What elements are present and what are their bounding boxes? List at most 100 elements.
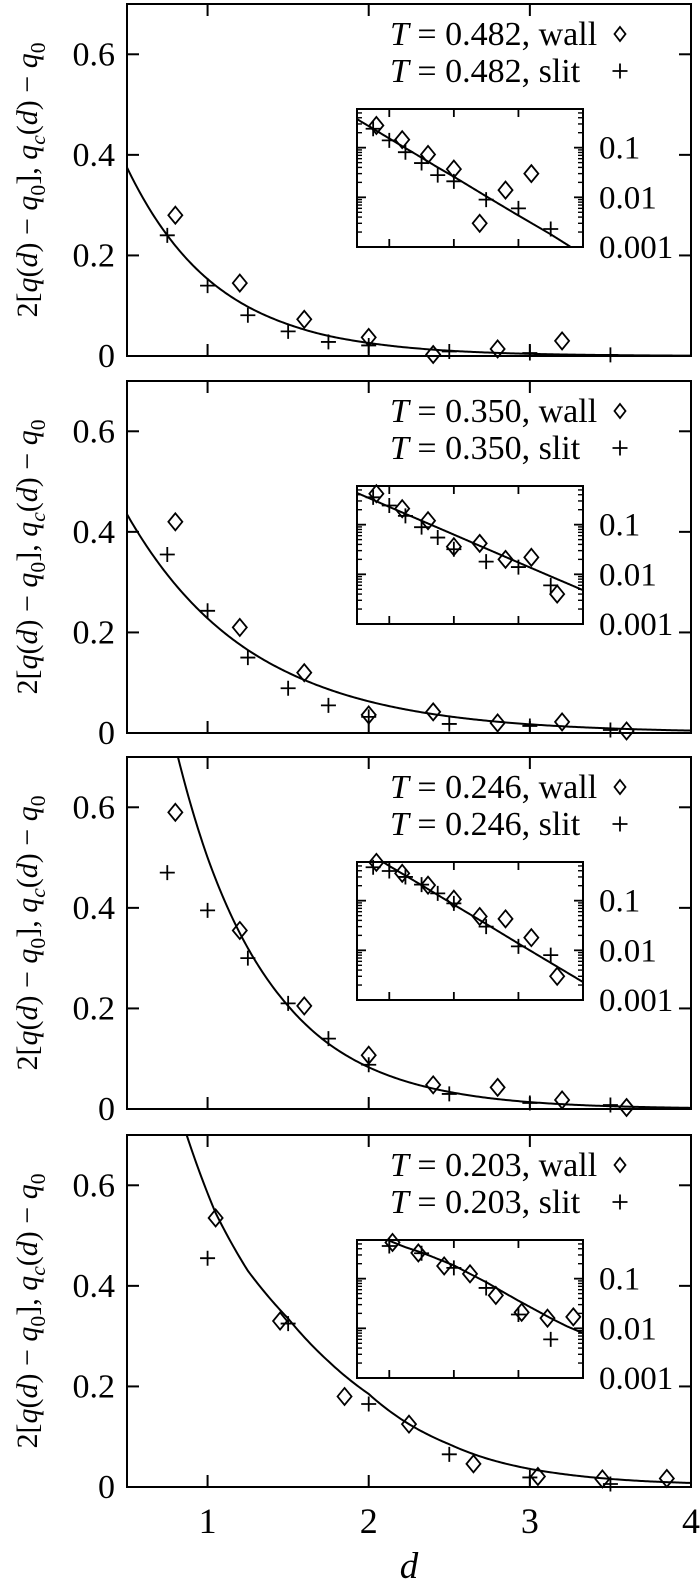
- slit-point: [522, 718, 538, 734]
- inset-slit-point: [365, 859, 381, 875]
- inset-slit-point: [446, 541, 462, 557]
- plot-frame: [126, 1134, 692, 1488]
- inset-plot: 0.1 0.01 0.001: [356, 852, 673, 1019]
- x-tick-label: 2: [360, 1501, 378, 1541]
- slit-point: [441, 1446, 457, 1462]
- legend-label: T = 0.482, slit: [390, 53, 581, 90]
- inset-plot: 0.1 0.01 0.001: [356, 1232, 673, 1397]
- y-tick-label: 0.4: [73, 137, 116, 174]
- slit-point: [602, 1097, 618, 1113]
- slit-point: [200, 603, 216, 619]
- wall-point: [489, 713, 506, 733]
- slit-point: [361, 337, 377, 353]
- inset-wall-point: [410, 1242, 427, 1263]
- inset-y-tick-label: 0.01: [599, 1311, 657, 1347]
- slit-point: [280, 323, 296, 339]
- y-tick-label: 0.2: [73, 1368, 116, 1405]
- inset-slit-point: [510, 200, 526, 216]
- inset-slit-point: [414, 877, 430, 893]
- y-axis-label: 2[q(d) − q0], qc(d) − q0: [11, 795, 50, 1070]
- inset-plot: 0.1 0.01 0.001: [356, 108, 673, 266]
- wall-point: [400, 1414, 418, 1435]
- inset-slit-series: [365, 489, 559, 593]
- inset-wall-point: [513, 1302, 530, 1323]
- slit-point: [200, 1250, 216, 1266]
- slit-point: [361, 709, 377, 725]
- y-tick-label: 0.4: [73, 1268, 116, 1305]
- y-tick-label: 0.2: [73, 990, 116, 1027]
- wall-point: [231, 920, 248, 941]
- wall-point: [231, 617, 248, 638]
- inset-y-tick-label: 0.001: [599, 230, 673, 266]
- inset-wall-point: [497, 908, 514, 929]
- inset-wall-point: [368, 852, 385, 873]
- inset-frame: [356, 861, 584, 1001]
- y-tick-label: 0.6: [73, 1167, 116, 1204]
- fit-curve: [126, 513, 692, 732]
- y-tick-label: 0.4: [73, 890, 116, 927]
- legend-label: T = 0.350, wall: [390, 393, 597, 430]
- inset-wall-point: [436, 1256, 453, 1276]
- slit-point: [280, 1316, 296, 1332]
- fit-curve: [185, 1134, 692, 1484]
- x-axis-label: d: [400, 1546, 419, 1587]
- slit-point: [320, 334, 336, 350]
- legend-plus-marker: [612, 1194, 628, 1210]
- wall-point: [296, 662, 313, 683]
- y-tick-label: 0: [98, 1469, 115, 1506]
- slit-point: [320, 697, 336, 713]
- inset-slit-point: [478, 192, 494, 208]
- wall-point: [489, 1077, 506, 1098]
- inset-wall-point: [384, 1232, 401, 1253]
- y-tick-label: 0.6: [73, 36, 116, 73]
- inset-slit-series: [365, 859, 559, 963]
- x-tick-label: 3: [521, 1501, 539, 1541]
- legend-plus-marker: [612, 63, 628, 79]
- wall-point: [167, 205, 184, 226]
- slit-point: [159, 227, 175, 243]
- inset-wall-point: [565, 1306, 582, 1327]
- inset-slit-point: [446, 173, 462, 189]
- slit-point: [280, 680, 296, 696]
- inset-wall-point: [539, 1308, 556, 1329]
- slit-point: [240, 950, 256, 966]
- slit-series: [159, 546, 618, 738]
- y-tick-label: 0: [98, 338, 115, 375]
- inset-plot: 0.1 0.01 0.001: [356, 483, 673, 643]
- legend-diamond-marker: [613, 1156, 627, 1174]
- wall-point: [553, 330, 571, 351]
- inset-wall-point: [419, 875, 437, 896]
- x-axis-labels: 1 2 3 4 d: [199, 1501, 700, 1587]
- wall-point: [618, 1097, 635, 1118]
- legend-plus-marker: [612, 816, 628, 832]
- legend-label: T = 0.246, wall: [390, 769, 597, 806]
- inset-slit-point: [381, 497, 397, 513]
- fit-curve: [176, 756, 692, 1109]
- inset-slit-point: [543, 1331, 559, 1347]
- inset-y-tick-label: 0.1: [599, 884, 640, 920]
- legend-plus-marker: [612, 440, 628, 456]
- wall-series: [167, 802, 635, 1118]
- y-tick-label: 0.6: [73, 789, 116, 826]
- wall-series: [207, 1208, 675, 1489]
- inset-wall-point: [471, 533, 488, 554]
- y-tick-label: 0.6: [73, 413, 116, 450]
- inset-slit-point: [430, 167, 446, 183]
- inset-slit-series: [381, 1238, 559, 1347]
- inset-slit-point: [446, 895, 462, 911]
- wall-point: [336, 1386, 353, 1407]
- y-axis-label: 2[q(d) − q0], qc(d) − q0: [11, 419, 50, 694]
- wall-point: [489, 339, 506, 359]
- wall-point: [425, 344, 442, 365]
- inset-wall-point: [497, 180, 514, 200]
- inset-wall-point: [471, 213, 488, 234]
- inset-wall-point: [497, 549, 514, 570]
- inset-frame: [356, 108, 584, 248]
- inset-slit-point: [397, 508, 413, 524]
- wall-point: [425, 701, 442, 722]
- legend-label: T = 0.246, slit: [390, 806, 581, 843]
- legend-label: T = 0.203, slit: [390, 1184, 581, 1221]
- inset-y-tick-label: 0.1: [599, 131, 640, 167]
